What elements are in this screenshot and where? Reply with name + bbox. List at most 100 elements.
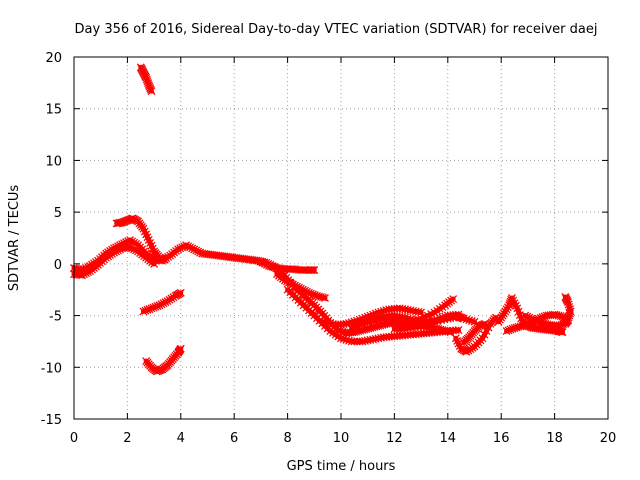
series-track-15 <box>459 319 490 347</box>
data-point <box>347 324 356 332</box>
data-point <box>467 317 476 325</box>
data-point <box>321 294 329 302</box>
series-markers <box>363 295 458 327</box>
series-track-6 <box>142 344 185 376</box>
data-point <box>481 319 490 328</box>
data-point <box>114 246 123 255</box>
data-point <box>178 243 187 252</box>
data-point <box>518 321 527 330</box>
data-point <box>397 324 406 333</box>
series-markers <box>521 292 575 330</box>
y-tick-label: -10 <box>41 361 62 376</box>
series-track-7 <box>256 257 319 275</box>
data-point <box>383 315 392 324</box>
series-track-4 <box>136 63 156 96</box>
data-point <box>132 246 141 255</box>
series-markers <box>142 344 185 376</box>
series-markers <box>256 257 319 275</box>
data-point <box>260 259 269 268</box>
series-markers <box>139 288 185 316</box>
data-point <box>184 242 193 251</box>
data-point <box>176 288 185 297</box>
series-track-5 <box>139 288 185 316</box>
data-point <box>566 307 575 316</box>
data-point <box>80 270 88 279</box>
data-point <box>470 317 479 326</box>
data-point <box>258 258 267 267</box>
series-markers <box>136 63 156 96</box>
data-point <box>298 285 307 294</box>
data-point <box>192 246 201 255</box>
data-point <box>523 312 532 321</box>
x-tick-label: 12 <box>386 431 403 446</box>
data-point <box>282 277 291 286</box>
data-point <box>309 266 317 275</box>
data-point <box>527 314 536 323</box>
data-point <box>126 243 135 252</box>
data-point <box>128 244 137 253</box>
series-track-1 <box>70 236 455 338</box>
y-tick-label: 5 <box>54 206 62 221</box>
data-point <box>290 281 299 290</box>
data-point <box>380 314 389 323</box>
data-point <box>280 276 289 285</box>
data-point <box>350 322 359 331</box>
data-point <box>310 266 319 275</box>
data-point <box>294 283 303 292</box>
data-point <box>190 245 199 254</box>
series-track-10 <box>321 304 426 329</box>
x-tick-label: 8 <box>283 431 291 446</box>
data-point <box>159 299 168 308</box>
x-axis-label: GPS time / hours <box>287 459 396 474</box>
data-point <box>256 257 265 266</box>
y-ticks: -15 -10 -5 0 5 10 15 20 <box>41 51 608 428</box>
data-point <box>358 319 367 328</box>
data-point <box>292 282 301 291</box>
data-point <box>319 293 327 302</box>
data-point <box>557 327 566 336</box>
data-point <box>417 308 426 317</box>
x-tick-label: 16 <box>493 431 510 446</box>
y-tick-label: -5 <box>49 310 62 325</box>
y-axis-label: SDTVAR / TECUs <box>7 185 22 292</box>
data-point <box>393 324 402 333</box>
data-point <box>565 302 574 311</box>
x-tick-label: 20 <box>600 431 617 446</box>
x-tick-label: 2 <box>123 431 131 446</box>
data-point <box>525 313 534 322</box>
data-point <box>110 248 119 257</box>
data-point <box>286 279 295 288</box>
x-ticks: 0 2 4 6 8 10 12 14 16 18 20 <box>70 57 616 446</box>
y-tick-label: 15 <box>45 103 62 118</box>
series-markers <box>272 270 329 302</box>
data-point <box>400 324 409 333</box>
y-tick-label: -15 <box>41 413 62 428</box>
data-point <box>174 245 183 254</box>
series-track-8 <box>272 270 329 302</box>
series-markers <box>494 294 567 337</box>
data-point <box>521 311 530 320</box>
x-tick-label: 4 <box>177 431 185 446</box>
data-point <box>155 301 164 310</box>
data-point <box>353 321 361 330</box>
y-tick-label: 20 <box>45 51 62 66</box>
series-track-12 <box>363 295 458 327</box>
data-point <box>390 325 399 333</box>
chart-title: Day 356 of 2016, Sidereal Day-to-day VTE… <box>75 22 598 37</box>
data-point <box>300 286 309 295</box>
data-point <box>480 330 489 339</box>
data-series <box>70 63 575 376</box>
data-point <box>161 298 170 307</box>
data-point <box>176 244 185 253</box>
series-track-9 <box>283 285 463 346</box>
data-point <box>84 268 92 277</box>
data-point <box>194 247 203 256</box>
data-point <box>478 334 487 343</box>
series-track-18 <box>521 292 575 330</box>
data-point <box>451 326 460 335</box>
data-point <box>387 315 396 324</box>
data-point <box>176 344 185 353</box>
data-point <box>112 247 121 256</box>
data-point <box>182 241 191 250</box>
